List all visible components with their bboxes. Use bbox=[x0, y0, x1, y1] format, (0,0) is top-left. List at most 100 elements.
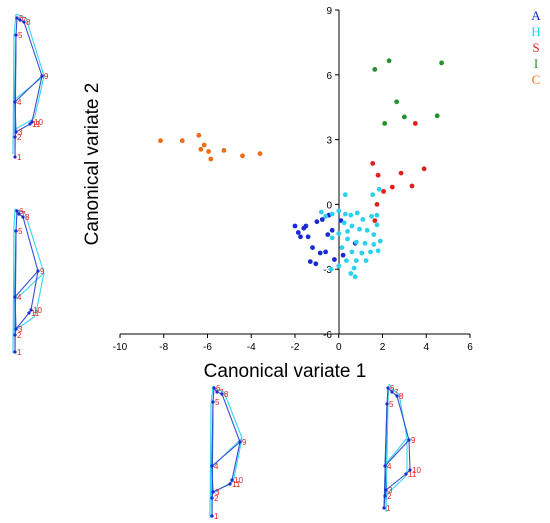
landmark-point bbox=[212, 386, 216, 390]
landmark-label: 9 bbox=[40, 267, 45, 276]
x-tick-label: -4 bbox=[247, 342, 256, 353]
y-tick-label: 6 bbox=[326, 71, 332, 82]
landmark-edge bbox=[386, 387, 389, 405]
landmark-point bbox=[210, 464, 214, 468]
legend-entry-I: I bbox=[534, 56, 538, 71]
landmark-point bbox=[40, 74, 44, 78]
data-point-C bbox=[196, 132, 202, 138]
data-point-I bbox=[382, 121, 388, 126]
landmark-point bbox=[13, 333, 17, 337]
data-point-H bbox=[336, 231, 342, 237]
data-point-A bbox=[298, 234, 303, 240]
landmark-point bbox=[13, 295, 17, 299]
landmark-edge bbox=[15, 123, 31, 133]
x-tick-label: -2 bbox=[291, 342, 300, 353]
landmark-edge bbox=[12, 35, 15, 155]
landmark-edge bbox=[30, 270, 39, 311]
data-point-C bbox=[158, 138, 163, 144]
landmark-point bbox=[18, 18, 22, 22]
landmark-point bbox=[238, 440, 242, 444]
data-point-C bbox=[221, 148, 227, 153]
y-tick-label: 3 bbox=[326, 136, 332, 147]
data-point-H bbox=[371, 232, 377, 238]
data-point-H bbox=[328, 266, 334, 272]
landmark-point bbox=[382, 506, 386, 510]
data-point-A bbox=[317, 250, 323, 256]
data-point-S bbox=[372, 218, 378, 224]
data-point-H bbox=[360, 217, 366, 222]
landmark-edge bbox=[12, 226, 15, 354]
landmark-point bbox=[13, 350, 17, 354]
landmark-edge bbox=[385, 473, 407, 491]
landmark-point bbox=[13, 100, 17, 104]
data-point-H bbox=[336, 208, 342, 214]
landmark-edge bbox=[388, 383, 394, 391]
data-point-A bbox=[292, 223, 298, 229]
landmark-label: 5 bbox=[18, 31, 23, 40]
data-point-H bbox=[345, 236, 350, 242]
landmark-edge bbox=[221, 393, 241, 443]
landmark-label: 4 bbox=[17, 293, 22, 302]
landmark-label: 8 bbox=[399, 392, 404, 401]
landmark-edge bbox=[13, 272, 45, 302]
landmark-point bbox=[383, 464, 387, 468]
landmark-point bbox=[27, 311, 31, 315]
data-point-I bbox=[402, 114, 407, 120]
landmark-label: 6 bbox=[216, 384, 221, 393]
landmark-edge bbox=[212, 387, 215, 403]
landmark-edge bbox=[231, 441, 241, 481]
landmark-diagrams: 1234567891011123456789101112345678910111… bbox=[12, 13, 421, 521]
landmark-point bbox=[13, 155, 17, 159]
y-axis-title: Canonical variate 2 bbox=[82, 83, 103, 246]
landmark-label: 5 bbox=[389, 400, 394, 409]
landmark-label: 6 bbox=[390, 384, 395, 393]
landmark-edge bbox=[31, 75, 43, 123]
landmark-edge bbox=[385, 401, 389, 513]
landmark-label: 8 bbox=[25, 213, 30, 222]
data-point-I bbox=[394, 99, 400, 105]
landmark-point bbox=[211, 400, 215, 404]
landmark-point bbox=[22, 20, 26, 24]
data-point-A bbox=[307, 259, 313, 264]
landmark-label: 11 bbox=[232, 480, 241, 489]
landmark-label: 1 bbox=[17, 153, 22, 162]
legend-entry-H: H bbox=[531, 24, 540, 39]
landmark-point bbox=[220, 392, 224, 396]
data-point-H bbox=[342, 211, 348, 217]
landmark-point bbox=[395, 394, 399, 398]
landmark-point bbox=[15, 16, 19, 20]
landmark-point bbox=[215, 390, 219, 394]
landmark-label: 1 bbox=[17, 348, 22, 357]
landmark-point bbox=[407, 438, 411, 442]
data-point-S bbox=[374, 202, 380, 207]
data-point-I bbox=[434, 113, 440, 119]
landmark-point bbox=[230, 478, 234, 482]
data-point-H bbox=[341, 220, 347, 226]
landmark-point bbox=[408, 468, 412, 472]
landmark-label: 2 bbox=[387, 492, 392, 501]
data-point-I bbox=[439, 60, 444, 66]
landmark-edge bbox=[20, 15, 27, 19]
data-point-A bbox=[332, 257, 337, 262]
landmark-edge bbox=[15, 312, 30, 330]
data-point-H bbox=[377, 238, 383, 244]
landmark-point bbox=[30, 120, 34, 124]
landmark-label: 5 bbox=[18, 227, 23, 236]
landmark-edge bbox=[33, 312, 37, 318]
y-tick-label: 9 bbox=[326, 6, 332, 17]
data-point-H bbox=[352, 274, 358, 280]
landmark-label: 11 bbox=[408, 470, 417, 479]
x-tick-label: -8 bbox=[159, 342, 168, 353]
data-point-H bbox=[339, 245, 345, 251]
landmark-label: 3 bbox=[388, 486, 393, 495]
landmark-edge bbox=[408, 439, 411, 471]
landmark-label: 4 bbox=[17, 98, 22, 107]
landmark-edge bbox=[35, 272, 45, 314]
data-point-H bbox=[345, 229, 350, 234]
data-point-H bbox=[375, 248, 381, 254]
